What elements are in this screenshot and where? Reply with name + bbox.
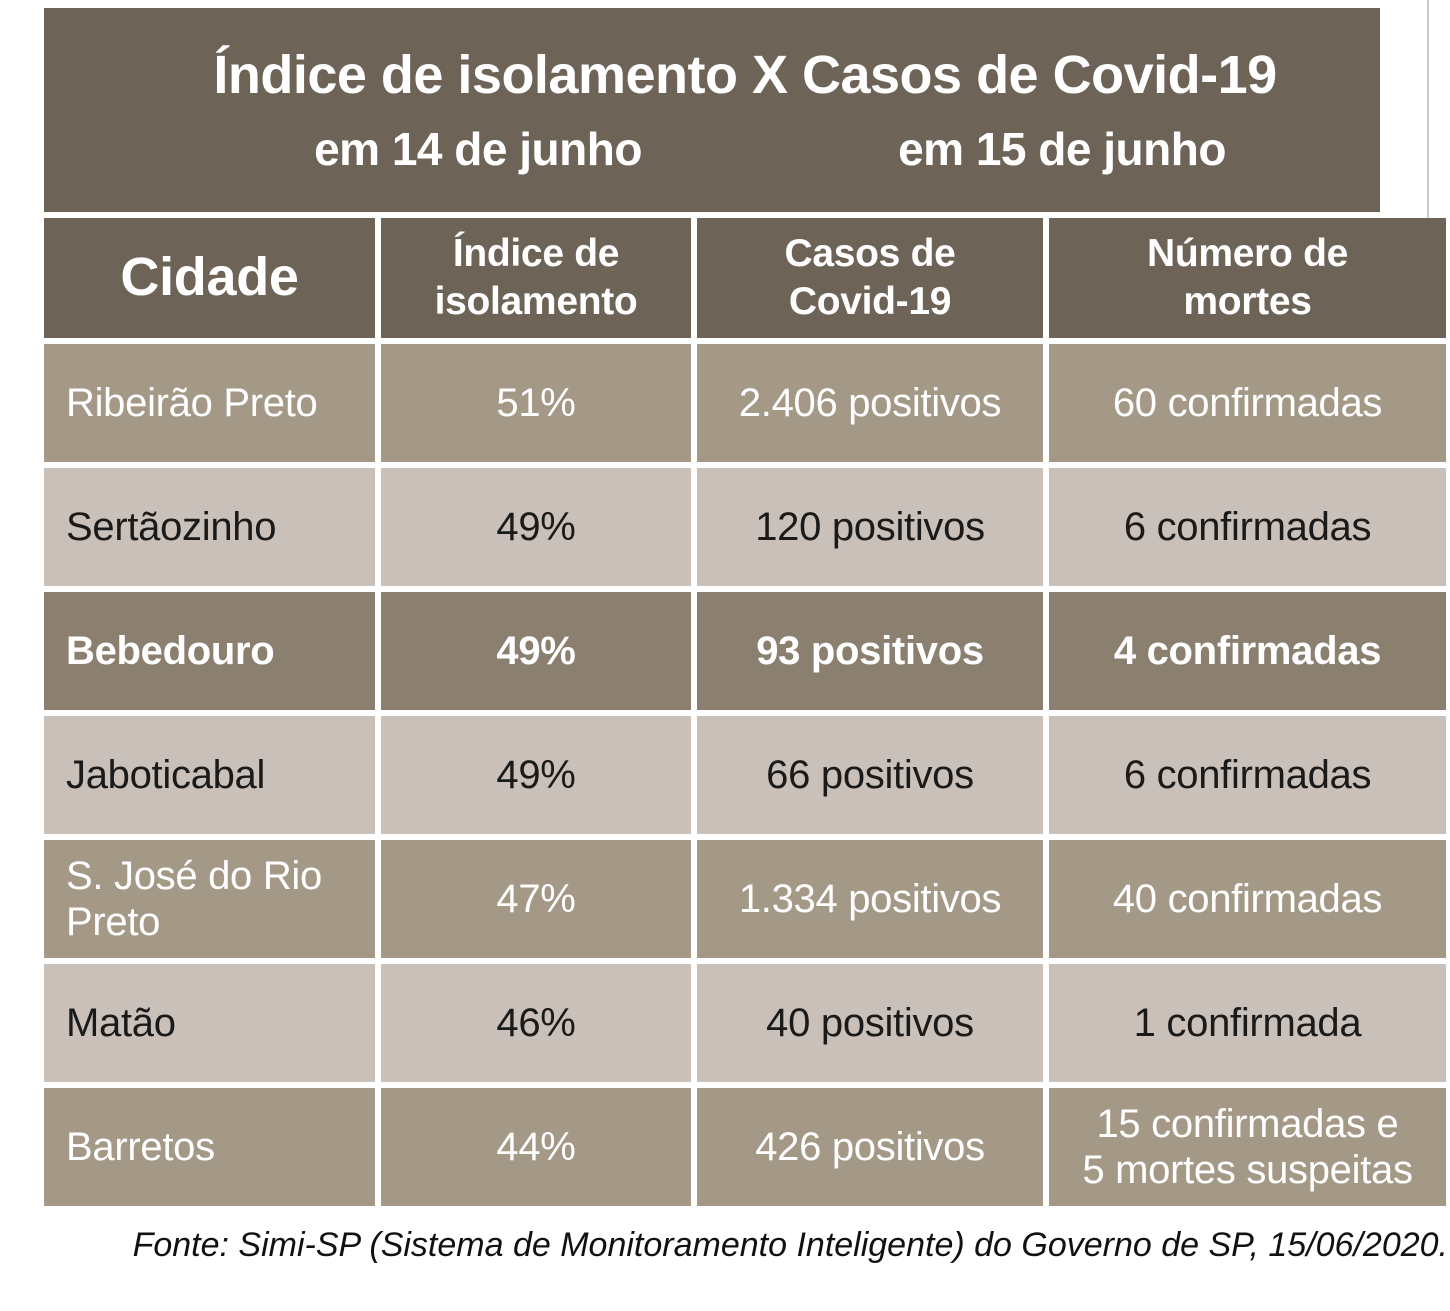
grid-line-decoration	[1427, 0, 1429, 218]
cell-city: S. José do Rio Preto	[44, 840, 375, 958]
source-note: Fonte: Simi-SP (Sistema de Monitoramento…	[132, 1226, 1448, 1264]
cell-city: Barretos	[44, 1088, 375, 1206]
cell-cases: 66 positivos	[697, 716, 1043, 834]
cell-deaths: 60 confirmadas	[1049, 344, 1446, 462]
column-header-cidade: Cidade	[44, 218, 375, 338]
cell-isolation: 49%	[381, 716, 691, 834]
cell-deaths: 15 confirmadas e 5 mortes suspeitas	[1049, 1088, 1446, 1206]
cell-isolation: 51%	[381, 344, 691, 462]
cell-cases: 40 positivos	[697, 964, 1043, 1082]
title-band: Índice de isolamento X Casos de Covid-19…	[44, 8, 1380, 212]
cell-isolation: 46%	[381, 964, 691, 1082]
cell-cases: 426 positivos	[697, 1088, 1043, 1206]
column-header-casos-covid19: Casos de Covid-19	[697, 218, 1043, 338]
column-header-numero-mortes: Número de mortes	[1049, 218, 1446, 338]
cell-deaths: 6 confirmadas	[1049, 716, 1446, 834]
cell-isolation: 49%	[381, 468, 691, 586]
cell-city: Sertãozinho	[44, 468, 375, 586]
cell-cases: 2.406 positivos	[697, 344, 1043, 462]
cell-city: Ribeirão Preto	[44, 344, 375, 462]
cell-city: Jaboticabal	[44, 716, 375, 834]
data-table: Cidade Índice de isolamento Casos de Cov…	[44, 218, 1446, 1206]
subtitle-cases-date: em 15 de junho	[898, 123, 1226, 175]
cell-deaths: 1 confirmada	[1049, 964, 1446, 1082]
column-header-indice-isolamento: Índice de isolamento	[381, 218, 691, 338]
cell-deaths-highlighted: 4 confirmadas	[1049, 592, 1446, 710]
chart-title: Índice de isolamento X Casos de Covid-19	[213, 45, 1277, 105]
cell-cases: 1.334 positivos	[697, 840, 1043, 958]
subtitle-isolation-date: em 14 de junho	[314, 123, 642, 175]
cell-isolation-highlighted: 49%	[381, 592, 691, 710]
cell-deaths: 40 confirmadas	[1049, 840, 1446, 958]
cell-isolation: 47%	[381, 840, 691, 958]
cell-deaths: 6 confirmadas	[1049, 468, 1446, 586]
cell-city: Matão	[44, 964, 375, 1082]
cell-isolation: 44%	[381, 1088, 691, 1206]
cell-city-highlighted: Bebedouro	[44, 592, 375, 710]
cell-cases-highlighted: 93 positivos	[697, 592, 1043, 710]
cell-cases: 120 positivos	[697, 468, 1043, 586]
